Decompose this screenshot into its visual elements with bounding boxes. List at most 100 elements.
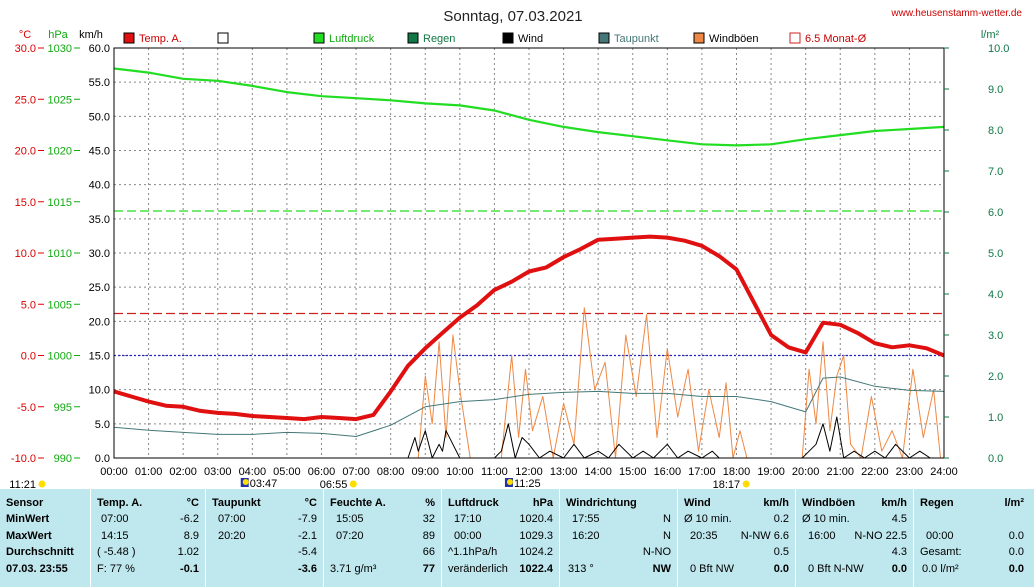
dewpoint-column: Taupunkt °C 07:00 -7.9 20:20 -2.1 -5.4 -… — [206, 489, 323, 587]
pressure-tick-label: 1010 — [48, 248, 72, 260]
rain-unit: l/m² — [1004, 497, 1024, 509]
wind-direction-column: Windrichtung 17:55 N 16:20 N N-NO 313 ° … — [560, 489, 677, 587]
gust-column: Windböen km/h Ø 10 min. 4.5 16:00 N-NO 2… — [796, 489, 913, 587]
time-tick-label: 06:00 — [308, 466, 336, 478]
legend-label: Luftdruck — [329, 33, 375, 45]
legend-label: Regen — [423, 33, 455, 45]
rain-column: Regen l/m² 00:00 0.0 Gesamt: 0.0 0.0 l/m… — [914, 489, 1034, 587]
temp-tick-label: 15.0 — [15, 197, 36, 209]
minwert-label: MinWert — [6, 513, 50, 525]
time-tick-label: 03:00 — [204, 466, 232, 478]
temp-tick-label: -5.0 — [17, 402, 36, 414]
sun-moon-markers: 11:21 03:47 06:55 11:25 18:17 — [9, 478, 750, 489]
rain-rate: 0.0 l/m² — [922, 563, 959, 575]
legend-swatch — [598, 32, 610, 44]
temp-avg-value: 1.02 — [177, 546, 199, 558]
rain-tick-label: 4.0 — [988, 289, 1003, 301]
pressure-current-value: 1022.4 — [519, 563, 553, 575]
pressure-tick-label: 1020 — [48, 146, 72, 158]
pressure-min-value: 1020.4 — [519, 513, 553, 525]
legend: Temp. A. Luftdruck Regen Wind Taupunkt Windbö… — [123, 32, 867, 45]
wind-header: Wind — [684, 497, 711, 509]
weather-chart: Sonntag, 07.03.2021 www.heusenstamm-wett… — [9, 8, 1023, 489]
moon-icon — [242, 479, 249, 485]
grid — [114, 48, 944, 458]
time-tick-label: 11:00 — [481, 466, 508, 478]
legend-swatch — [693, 32, 705, 44]
humidity-max-value: 89 — [422, 530, 435, 542]
website-link[interactable]: www.heusenstamm-wetter.de — [890, 8, 1022, 19]
legend-label: Temp. A. — [139, 33, 182, 45]
gust-max-time: 16:00 — [808, 530, 836, 542]
dewpoint-max-value: -2.1 — [298, 530, 317, 542]
pressure-tick-label: 1030 — [48, 43, 72, 55]
legend-label: Wind — [518, 33, 543, 45]
series-line-wind — [407, 416, 941, 459]
wind-beaufort: 0 Bft NW — [690, 563, 735, 575]
time-tick-label: 01:00 — [135, 466, 163, 478]
time-tick-label: 12:00 — [515, 466, 543, 478]
wind-tick-label: 5.0 — [95, 419, 110, 431]
rain-tick-label: 2.0 — [988, 371, 1003, 383]
temp-tick-label: 0.0 — [21, 351, 36, 363]
legend-swatch — [789, 32, 801, 44]
series-layer — [113, 67, 945, 459]
wind-tick-label: 20.0 — [89, 316, 110, 328]
wind-tick-label: 50.0 — [89, 111, 110, 123]
time-tick-label: 13:00 — [550, 466, 578, 478]
temp-tick-label: 20.0 — [15, 146, 36, 158]
legend-swatch — [123, 32, 135, 44]
time-tick-label: 20:00 — [792, 466, 820, 478]
humidity-min-value: 32 — [422, 513, 435, 525]
series-line-taupunkt — [113, 376, 945, 437]
wind-tick-label: 55.0 — [89, 77, 110, 89]
time-tick-label: 10:00 — [446, 466, 474, 478]
legend-swatch — [502, 32, 514, 44]
pressure-forecast: veränderlich — [448, 563, 508, 575]
pressure-tick-label: 1025 — [48, 94, 72, 106]
legend-swatch — [217, 32, 229, 44]
wind-min-label: Ø 10 min. — [684, 513, 732, 525]
rain-tick-label: 3.0 — [988, 330, 1003, 342]
time-tick-label: 08:00 — [377, 466, 405, 478]
temp-tick-label: 10.0 — [15, 248, 36, 260]
rain-tick-label: 1.0 — [988, 412, 1003, 424]
time-tick-label: 02:00 — [169, 466, 197, 478]
wind-min-value: 0.2 — [773, 513, 789, 525]
gust-beaufort: 0 Bft N-NW — [808, 563, 864, 575]
wind-direction-max-time: 16:20 — [572, 530, 600, 542]
temp-max-time: 14:15 — [101, 530, 129, 542]
rain-tick-label: 8.0 — [988, 125, 1003, 137]
temp-header: Temp. A. — [97, 497, 143, 509]
temp-min-time: 07:00 — [101, 513, 129, 525]
wind-tick-label: 60.0 — [89, 43, 110, 55]
wind-max-value: N-NW 6.6 — [740, 530, 789, 542]
humidity-feels: F: 77 % — [97, 563, 135, 575]
rain-tick-label: 10.0 — [988, 43, 1009, 55]
legend-label: Taupunkt — [614, 33, 659, 45]
humidity-column: Feuchte A. % 15:05 32 07:20 89 66 3.71 g… — [324, 489, 441, 587]
time-tick-label: 24:00 — [930, 466, 958, 478]
temp-avg-extra: ( -5.48 ) — [97, 546, 136, 558]
pressure-min-time: 17:10 — [454, 513, 482, 525]
time-tick-label: 15:00 — [619, 466, 647, 478]
pressure-tick-label: 990 — [54, 453, 72, 465]
time-tick-label: 17:00 — [688, 466, 716, 478]
pressure-max-time: 00:00 — [454, 530, 482, 542]
time-tick-label: 09:00 — [411, 466, 439, 478]
sun-icon — [349, 480, 357, 488]
wind-tick-label: 25.0 — [89, 282, 110, 294]
humidity-current-value: 77 — [422, 563, 435, 575]
dewpoint-current-value: -3.6 — [298, 563, 317, 575]
dewpoint-max-time: 20:20 — [218, 530, 246, 542]
time-tick-label: 04:00 — [239, 466, 267, 478]
gust-max-value: N-NO 22.5 — [854, 530, 907, 542]
statistics-table: Sensor MinWert MaxWert Durchschnitt 07.0… — [0, 489, 1034, 587]
pressure-tendency: ^1.1hPa/h — [448, 546, 498, 558]
sensor-header: Sensor — [6, 497, 44, 509]
wind-tick-label: 10.0 — [89, 385, 110, 397]
column-divider — [323, 489, 324, 587]
wind-axis-unit: km/h — [79, 29, 103, 41]
column-divider — [441, 489, 442, 587]
dewpoint-unit: °C — [304, 497, 317, 509]
